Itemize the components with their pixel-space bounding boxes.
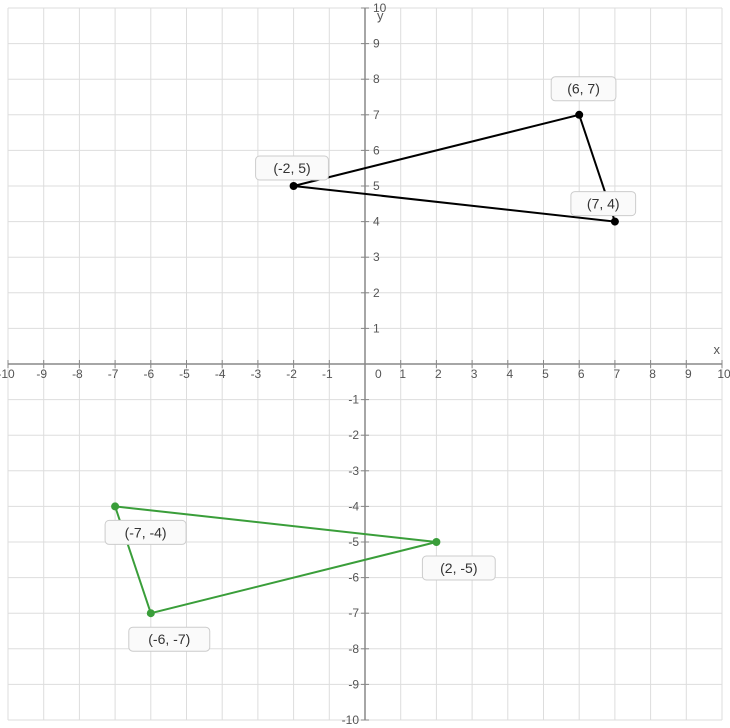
y-tick-label: -3 [348, 464, 359, 478]
point-label: (2, -5) [422, 556, 495, 580]
x-axis-label: x [714, 342, 721, 357]
x-tick-label: 8 [649, 367, 656, 381]
x-tick-label: 10 [717, 367, 730, 381]
point-label: (-2, 5) [256, 156, 329, 180]
y-axis-label: y [377, 8, 384, 23]
point-label: (-6, -7) [129, 627, 210, 651]
x-tick-label: -1 [322, 367, 333, 381]
x-tick-label: 6 [578, 367, 585, 381]
vertex-marker [611, 218, 619, 226]
y-tick-label: -1 [348, 393, 359, 407]
vertex-marker [575, 111, 583, 119]
point-label-text: (2, -5) [440, 560, 477, 576]
y-tick-label: 8 [373, 72, 380, 86]
y-tick-label: 1 [373, 321, 380, 335]
y-tick-label: -9 [348, 677, 359, 691]
vertex-marker [432, 538, 440, 546]
x-tick-label: -9 [36, 367, 47, 381]
point-label: (6, 7) [551, 77, 616, 101]
y-tick-label: -8 [348, 642, 359, 656]
y-tick-label: 9 [373, 37, 380, 51]
y-tick-label: 5 [373, 179, 380, 193]
point-label-text: (7, 4) [587, 196, 620, 212]
x-tick-label: -10 [0, 367, 15, 381]
point-label: (7, 4) [571, 192, 636, 216]
axes: -10-9-8-7-6-5-4-3-2-1012345678910-10-9-8… [0, 1, 730, 727]
y-tick-label: -7 [348, 606, 359, 620]
y-tick-label: -4 [348, 499, 359, 513]
point-label-text: (-6, -7) [148, 631, 190, 647]
y-tick-label: -10 [342, 713, 360, 727]
x-tick-label: -5 [179, 367, 190, 381]
y-tick-label: 7 [373, 108, 380, 122]
y-tick-label: 6 [373, 143, 380, 157]
x-tick-label: -2 [286, 367, 297, 381]
coordinate-chart: -10-9-8-7-6-5-4-3-2-1012345678910-10-9-8… [0, 0, 730, 728]
x-tick-label: 1 [399, 367, 406, 381]
point-label-text: (6, 7) [567, 81, 600, 97]
y-tick-label: -6 [348, 571, 359, 585]
x-tick-label: -7 [108, 367, 119, 381]
point-label-text: (-2, 5) [273, 160, 310, 176]
triangle-black: (-2, 5) (6, 7) (7, 4) [256, 77, 636, 226]
x-tick-label: -4 [215, 367, 226, 381]
x-tick-label: 9 [685, 367, 692, 381]
x-tick-label: -6 [143, 367, 154, 381]
x-tick-label: 2 [435, 367, 442, 381]
x-tick-label: 7 [614, 367, 621, 381]
y-tick-label: 2 [373, 286, 380, 300]
point-label-text: (-7, -4) [125, 524, 167, 540]
vertex-marker [290, 182, 298, 190]
triangle-black-polygon [294, 115, 615, 222]
x-tick-label: -3 [251, 367, 262, 381]
y-tick-label: 3 [373, 250, 380, 264]
y-tick-label: 4 [373, 215, 380, 229]
point-label: (-7, -4) [105, 520, 186, 544]
x-tick-label: 4 [506, 367, 513, 381]
x-tick-label: -8 [72, 367, 83, 381]
vertex-marker [147, 609, 155, 617]
x-tick-label: 3 [471, 367, 478, 381]
y-tick-label: -2 [348, 428, 359, 442]
x-tick-label: 0 [375, 367, 382, 381]
y-tick-label: -5 [348, 535, 359, 549]
x-tick-label: 5 [542, 367, 549, 381]
vertex-marker [111, 502, 119, 510]
